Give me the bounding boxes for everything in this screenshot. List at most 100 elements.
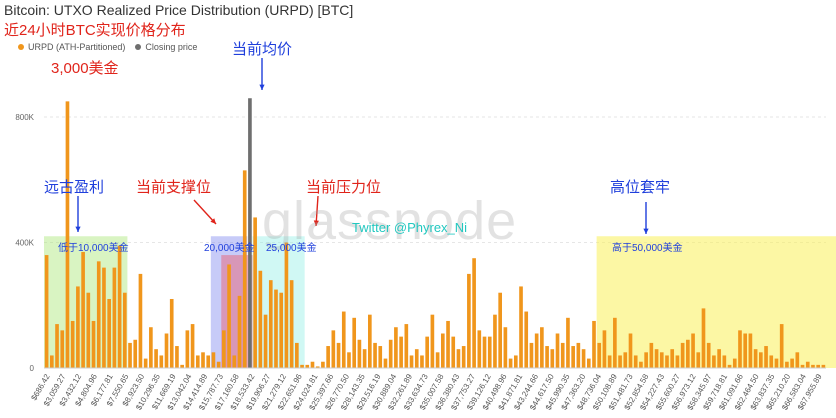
urpd-bar [649, 342, 654, 368]
urpd-bar [597, 342, 602, 368]
urpd-bar [242, 170, 247, 368]
urpd-bar [388, 339, 393, 368]
urpd-bar [456, 349, 461, 368]
urpd-bar [321, 361, 325, 368]
urpd-bar [524, 311, 529, 368]
glassnode-watermark: glassnode [262, 191, 518, 251]
urpd-bar [633, 355, 638, 368]
y-tick-label: 800K [15, 113, 34, 122]
urpd-bar [44, 255, 49, 368]
urpd-bar [759, 352, 763, 368]
urpd-bar [347, 352, 351, 368]
urpd-bar [430, 314, 435, 368]
urpd-bar [644, 352, 648, 368]
annotation-below-10000: 低于10,000美金 [58, 243, 129, 254]
resistance-arrow-head [313, 220, 319, 226]
urpd-bar [180, 364, 184, 368]
urpd-bar [227, 264, 231, 368]
urpd-bar [691, 333, 695, 368]
urpd-bar [315, 366, 320, 368]
legend-label-urpd: URPD (ATH-Partitioned) [28, 42, 126, 52]
support-arrow-head [210, 218, 216, 224]
urpd-bar [237, 295, 242, 368]
legend-dot-urpd [18, 44, 24, 50]
urpd-bar [639, 361, 643, 368]
urpd-bar [91, 320, 96, 368]
annotation-range-20000: 20,000美金 [204, 243, 255, 254]
urpd-bar [467, 273, 471, 368]
urpd-bar [284, 242, 289, 368]
urpd-bar [508, 358, 513, 368]
urpd-bar [576, 342, 581, 368]
chart-legend: URPD (ATH-Partitioned) Closing price [18, 42, 197, 52]
y-tick-label: 400K [15, 239, 34, 248]
urpd-bar [586, 358, 591, 368]
urpd-bar [800, 364, 805, 368]
urpd-bar [232, 355, 237, 368]
urpd-bar [164, 333, 169, 368]
highlight-zone [221, 255, 253, 368]
urpd-bar [748, 333, 753, 368]
urpd-bar [378, 346, 383, 368]
urpd-bar [258, 270, 263, 368]
urpd-bar [383, 358, 388, 368]
urpd-bar [143, 358, 148, 368]
urpd-bar [300, 364, 304, 368]
highlight-zone [596, 236, 836, 368]
urpd-bar [222, 330, 226, 368]
urpd-bar [399, 336, 403, 368]
legend-item-urpd[interactable]: URPD (ATH-Partitioned) [18, 42, 125, 52]
urpd-bar [49, 355, 54, 368]
urpd-bar [722, 355, 727, 368]
urpd-bar [665, 355, 669, 368]
annotation-support: 当前支撑位 [136, 179, 212, 196]
urpd-bar [404, 324, 409, 368]
legend-label-closing: Closing price [145, 42, 198, 52]
legend-dot-closing [135, 44, 142, 50]
urpd-bar [81, 251, 85, 368]
urpd-bar [790, 358, 794, 368]
urpd-bar [216, 361, 221, 368]
urpd-bar [769, 355, 774, 368]
urpd-bar [409, 355, 414, 368]
urpd-bar [555, 333, 560, 368]
urpd-bar [670, 349, 675, 368]
urpd-bar [498, 292, 502, 368]
urpd-bar [675, 355, 680, 368]
urpd-bar [623, 352, 628, 368]
urpd-bar [331, 330, 336, 368]
urpd-bar [425, 336, 430, 368]
annotation-ancient-profit: 远古盈利 [44, 179, 105, 196]
urpd-bar [169, 298, 174, 368]
urpd-bar [368, 314, 372, 368]
urpd-bar [76, 286, 80, 368]
urpd-bar [70, 320, 75, 368]
urpd-bar [414, 349, 419, 368]
urpd-bar [743, 333, 748, 368]
urpd-bar [696, 352, 701, 368]
annotation-range-25000: 25,000美金 [266, 243, 317, 254]
urpd-bar [618, 355, 622, 368]
annotation-above-50000: 高于50,000美金 [612, 243, 683, 254]
urpd-bar [195, 355, 200, 368]
avg-price-arrow-head [259, 84, 265, 90]
urpd-bar [738, 330, 742, 368]
urpd-bar [779, 324, 784, 368]
urpd-bar [785, 361, 789, 368]
urpd-bar [295, 342, 299, 368]
urpd-bar [482, 336, 487, 368]
urpd-bar [112, 267, 117, 368]
urpd-bar [96, 261, 101, 368]
ancient-profit-arrow-head [75, 226, 81, 232]
annotation-price-3000: 3,000美金 [51, 60, 119, 77]
urpd-bar [394, 327, 398, 368]
urpd-bar [336, 342, 341, 368]
urpd-bar [362, 349, 367, 368]
legend-item-closing[interactable]: Closing price [135, 42, 197, 52]
urpd-bar [540, 327, 544, 368]
urpd-bar [373, 342, 377, 368]
urpd-bar [519, 286, 523, 368]
urpd-bar [654, 349, 659, 368]
urpd-bar [816, 364, 821, 368]
